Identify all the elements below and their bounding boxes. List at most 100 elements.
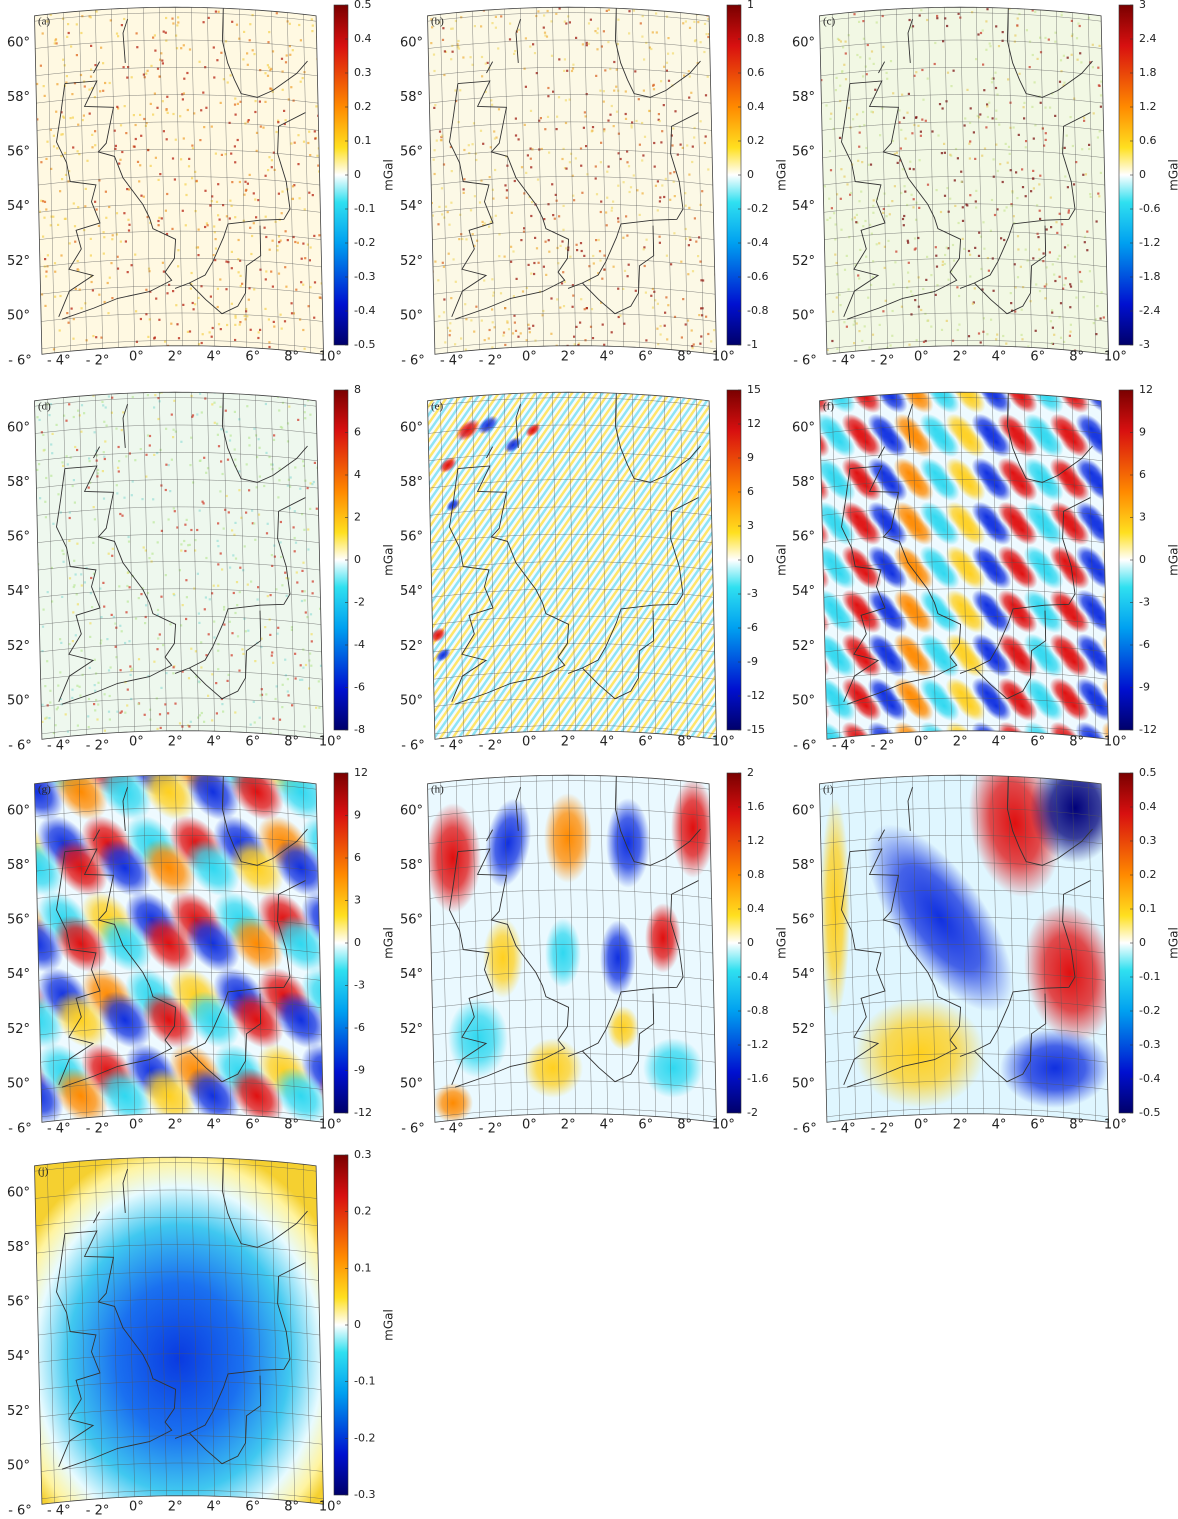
field-speckle [305, 664, 307, 666]
field-speckle [158, 319, 160, 321]
field-speckle [927, 78, 929, 80]
field-speckle [473, 331, 475, 333]
field-speckle [869, 224, 871, 226]
field-speckle [974, 287, 976, 289]
field-speckle [270, 594, 272, 596]
field-speckle [56, 83, 58, 85]
field-speckle [309, 508, 311, 510]
field-speckle [94, 201, 96, 203]
field-speckle [296, 581, 298, 583]
field-speckle [182, 210, 184, 212]
field-speckle [305, 6, 307, 8]
field-speckle [211, 719, 213, 721]
field-speckle [492, 321, 494, 323]
field-speckle [265, 278, 267, 280]
field-speckle [563, 205, 565, 207]
lat-label: 52° [792, 1022, 815, 1037]
field-speckle [626, 6, 628, 8]
field-speckle [157, 220, 159, 222]
field-speckle [698, 314, 700, 316]
lon-label: - 4° [47, 1122, 71, 1137]
field-speckle [73, 586, 75, 588]
field-speckle [1108, 32, 1110, 34]
field-speckle [564, 21, 566, 23]
field-speckle [1107, 122, 1109, 124]
field-speckle [1029, 41, 1031, 43]
field-speckle [652, 31, 654, 33]
field-speckle [548, 152, 550, 154]
field-speckle [64, 152, 66, 154]
field-speckle [297, 134, 299, 136]
field-speckle [498, 255, 500, 257]
field-speckle [490, 146, 492, 148]
field-speckle [985, 49, 987, 51]
panel: (i)60°58°56°54°52°50°- 6°- 4°- 2°0°2°4°6… [792, 741, 1178, 1136]
field-speckle [63, 553, 65, 555]
field-speckle [653, 84, 655, 86]
field-speckle [176, 24, 178, 26]
field-speckle [864, 220, 866, 222]
field-speckle [494, 169, 496, 171]
field-speckle [1016, 197, 1018, 199]
lat-label: 56° [7, 913, 30, 928]
field-speckle [688, 244, 690, 246]
field-speckle [625, 113, 627, 115]
field-speckle [998, 45, 1000, 47]
colorbar-tick-label: -4 [354, 638, 365, 651]
field-speckle [886, 72, 888, 74]
field-speckle [920, 309, 922, 311]
field-speckle [685, 20, 687, 22]
field-speckle [894, 185, 896, 187]
field-speckle [182, 604, 184, 606]
colorbar-tick-label: 0.1 [354, 134, 372, 147]
field-speckle [63, 561, 65, 563]
lat-label: 54° [792, 199, 815, 214]
field-speckle [666, 338, 668, 340]
field-speckle [443, 163, 445, 165]
field-speckle [103, 498, 105, 500]
field-speckle [995, 110, 997, 112]
field-speckle [293, 526, 295, 528]
field-speckle [424, 296, 426, 298]
field-speckle [33, 546, 35, 548]
field-speckle [504, 256, 506, 258]
field-speckle [816, 125, 818, 127]
field-speckle [628, 32, 630, 34]
field-speckle [472, 233, 474, 235]
field-speckle [315, 105, 317, 107]
field-speckle [277, 121, 279, 123]
field-speckle [250, 724, 252, 726]
field-speckle [1025, 249, 1027, 251]
field-speckle [140, 318, 142, 320]
field-speckle [313, 317, 315, 319]
field-speckle [286, 54, 288, 56]
field-speckle [626, 161, 628, 163]
field-speckle [310, 665, 312, 667]
field-speckle [1018, 134, 1020, 136]
field-speckle [1044, 285, 1046, 287]
field-speckle [211, 592, 213, 594]
field-speckle [949, 198, 951, 200]
field-speckle [944, 254, 946, 256]
field-speckle [220, 460, 222, 462]
field-blob [523, 1038, 583, 1098]
field-speckle [155, 157, 157, 159]
panel-label: (f) [823, 401, 834, 413]
field-speckle [1059, 276, 1061, 278]
field-speckle [695, 39, 697, 41]
field-speckle [558, 96, 560, 98]
field-speckle [172, 290, 174, 292]
field-speckle [884, 267, 886, 269]
field-speckle [969, 194, 971, 196]
field-blob [545, 918, 581, 988]
field-speckle [215, 153, 217, 155]
field-speckle [547, 10, 549, 12]
field-speckle [639, 214, 641, 216]
field-speckle [460, 16, 462, 18]
field-speckle [1040, 102, 1042, 104]
field-speckle [278, 479, 280, 481]
field-speckle [152, 37, 154, 39]
field-speckle [304, 590, 306, 592]
field-speckle [981, 155, 983, 157]
colorbar-tick-label: 0 [1139, 168, 1146, 181]
